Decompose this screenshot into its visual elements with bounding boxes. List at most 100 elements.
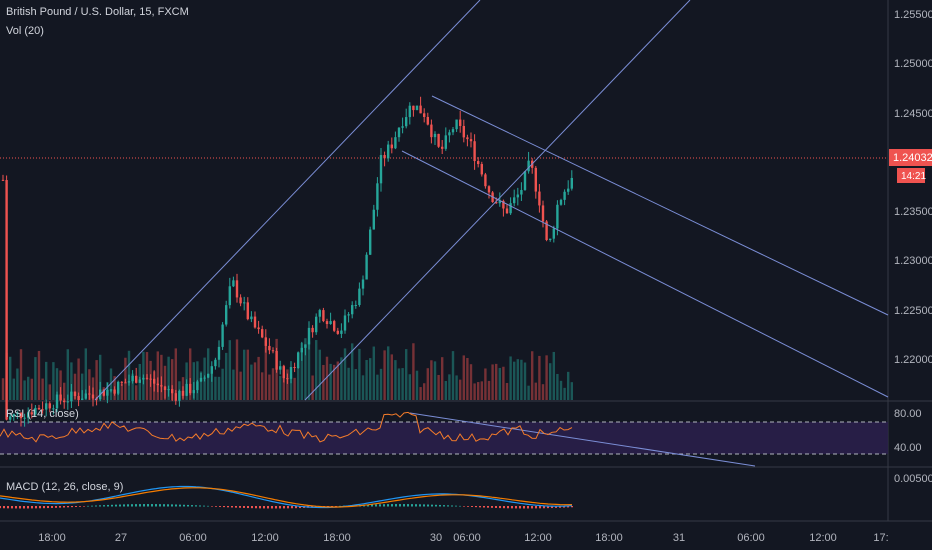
- candle-body[interactable]: [120, 381, 123, 383]
- candle-body[interactable]: [552, 228, 555, 239]
- candle-body[interactable]: [235, 280, 239, 298]
- candle-body[interactable]: [455, 119, 458, 130]
- candle-body[interactable]: [34, 407, 37, 415]
- candle-body[interactable]: [444, 135, 447, 149]
- candle-body[interactable]: [23, 417, 26, 419]
- candle-body[interactable]: [433, 133, 437, 138]
- macd-legend[interactable]: MACD (12, 26, close, 9): [6, 481, 124, 493]
- candle-body[interactable]: [545, 221, 548, 241]
- candle-body[interactable]: [311, 327, 314, 333]
- candle-body[interactable]: [160, 385, 163, 387]
- candle-body[interactable]: [487, 186, 491, 193]
- candle-body[interactable]: [5, 180, 8, 420]
- candle-body[interactable]: [153, 378, 156, 384]
- rsi-trend-line[interactable]: [409, 412, 756, 467]
- candle-body[interactable]: [383, 155, 386, 159]
- candle-body[interactable]: [81, 398, 84, 401]
- candle-body[interactable]: [376, 183, 379, 210]
- candle-body[interactable]: [203, 377, 206, 379]
- candle-body[interactable]: [167, 389, 170, 391]
- candle-body[interactable]: [55, 394, 59, 409]
- candle-body[interactable]: [117, 381, 120, 394]
- candle-body[interactable]: [250, 316, 253, 320]
- candle-body[interactable]: [27, 412, 30, 418]
- candle-body[interactable]: [192, 390, 195, 394]
- candle-body[interactable]: [361, 279, 365, 289]
- candle-body[interactable]: [541, 205, 545, 222]
- candle-body[interactable]: [430, 124, 433, 138]
- candle-body[interactable]: [448, 132, 451, 136]
- candle-body[interactable]: [124, 382, 127, 384]
- candle-body[interactable]: [523, 171, 527, 190]
- candle-body[interactable]: [156, 383, 159, 386]
- candle-body[interactable]: [397, 127, 401, 138]
- candle-body[interactable]: [300, 347, 303, 353]
- candle-body[interactable]: [451, 129, 455, 133]
- candle-body[interactable]: [426, 116, 429, 125]
- candle-body[interactable]: [549, 238, 552, 241]
- candle-body[interactable]: [19, 412, 23, 419]
- candle-body[interactable]: [239, 297, 242, 304]
- candle-body[interactable]: [401, 126, 404, 128]
- candle-body[interactable]: [419, 105, 422, 114]
- candle-body[interactable]: [365, 254, 368, 280]
- candle-body[interactable]: [268, 345, 271, 351]
- candle-body[interactable]: [181, 390, 185, 396]
- candle-body[interactable]: [516, 194, 519, 198]
- candle-body[interactable]: [423, 113, 426, 117]
- candle-body[interactable]: [102, 389, 105, 396]
- candle-body[interactable]: [70, 391, 73, 402]
- candle-body[interactable]: [199, 377, 203, 382]
- candle-body[interactable]: [462, 125, 465, 138]
- candle-body[interactable]: [354, 304, 357, 306]
- candle-body[interactable]: [210, 366, 213, 374]
- candle-body[interactable]: [513, 197, 516, 204]
- candle-body[interactable]: [264, 337, 267, 346]
- candle-body[interactable]: [415, 105, 419, 111]
- candle-body[interactable]: [495, 202, 498, 204]
- channel-upper-down-line[interactable]: [431, 95, 889, 316]
- candle-body[interactable]: [109, 389, 113, 391]
- candle-body[interactable]: [59, 394, 62, 401]
- time-axis[interactable]: 18:00 27 06:00 12:00 18:00 30 06:00 12:0…: [38, 532, 888, 544]
- candle-body[interactable]: [163, 386, 167, 391]
- candle-body[interactable]: [257, 327, 260, 330]
- candle-body[interactable]: [387, 144, 390, 159]
- candle-body[interactable]: [509, 203, 512, 214]
- candle-body[interactable]: [149, 378, 152, 380]
- candle-body[interactable]: [329, 321, 332, 325]
- candle-body[interactable]: [336, 330, 339, 334]
- candle-body[interactable]: [189, 383, 192, 394]
- candle-body[interactable]: [358, 288, 361, 305]
- candle-body[interactable]: [347, 314, 350, 316]
- candle-body[interactable]: [466, 137, 469, 140]
- channel-lower-up-line[interactable]: [304, 0, 691, 401]
- candle-body[interactable]: [66, 401, 69, 403]
- candle-body[interactable]: [372, 209, 375, 230]
- candle-body[interactable]: [441, 146, 444, 149]
- candle-body[interactable]: [106, 389, 109, 396]
- candle-body[interactable]: [221, 324, 224, 347]
- candle-body[interactable]: [63, 400, 66, 403]
- candle-body[interactable]: [534, 167, 537, 192]
- candle-body[interactable]: [570, 177, 573, 189]
- candle-body[interactable]: [73, 391, 77, 397]
- trend-lines[interactable]: [94, 0, 889, 467]
- candle-body[interactable]: [16, 412, 19, 415]
- symbol-title[interactable]: British Pound / U.S. Dollar, 15, FXCM: [6, 6, 189, 18]
- candle-body[interactable]: [351, 305, 354, 315]
- candle-body[interactable]: [459, 119, 462, 126]
- candlesticks[interactable]: [1, 96, 573, 427]
- candle-body[interactable]: [30, 412, 33, 415]
- candle-body[interactable]: [243, 302, 246, 304]
- candle-body[interactable]: [225, 305, 228, 325]
- candle-body[interactable]: [502, 200, 505, 209]
- candle-body[interactable]: [279, 366, 282, 370]
- candle-body[interactable]: [369, 229, 372, 255]
- candle-body[interactable]: [48, 403, 51, 409]
- candle-body[interactable]: [484, 174, 487, 187]
- candle-body[interactable]: [207, 373, 210, 378]
- candle-body[interactable]: [437, 133, 440, 147]
- candle-body[interactable]: [520, 189, 523, 195]
- candle-body[interactable]: [297, 352, 300, 368]
